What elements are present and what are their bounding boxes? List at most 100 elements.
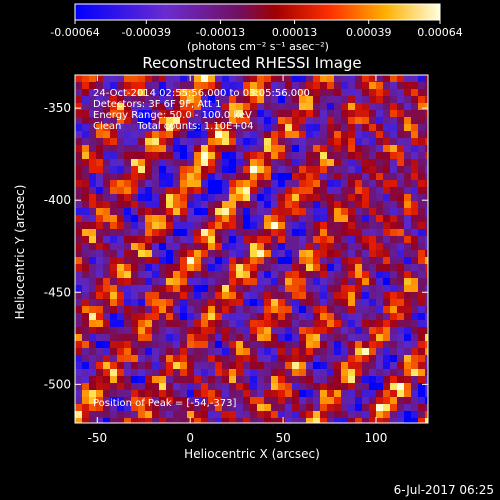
heatmap-cell <box>110 75 117 82</box>
heatmap-cell <box>96 110 103 117</box>
heatmap-cell <box>180 285 187 292</box>
heatmap-cell <box>425 418 428 423</box>
heatmap-cell <box>313 306 320 313</box>
heatmap-cell <box>152 96 159 103</box>
heatmap-cell <box>96 313 103 320</box>
heatmap-cell <box>145 264 152 271</box>
heatmap-cell <box>306 292 313 299</box>
heatmap-cell <box>236 278 243 285</box>
heatmap-cell <box>285 187 292 194</box>
heatmap-cell <box>166 173 173 180</box>
heatmap-cell <box>145 180 152 187</box>
heatmap-cell <box>306 145 313 152</box>
heatmap-cell <box>229 152 236 159</box>
heatmap-cell <box>75 103 82 110</box>
heatmap-cell <box>348 327 355 334</box>
heatmap-cell <box>124 82 131 89</box>
heatmap-cell <box>334 313 341 320</box>
heatmap-cell <box>110 103 117 110</box>
heatmap-cell <box>131 383 138 390</box>
heatmap-cell <box>236 285 243 292</box>
heatmap-cell <box>341 250 348 257</box>
heatmap-cell <box>229 369 236 376</box>
heatmap-cell <box>145 285 152 292</box>
heatmap-cell <box>285 313 292 320</box>
heatmap-cell <box>341 173 348 180</box>
heatmap-cell <box>201 383 208 390</box>
heatmap-cell <box>187 236 194 243</box>
heatmap-cell <box>159 131 166 138</box>
heatmap-cell <box>229 229 236 236</box>
heatmap-cell <box>124 229 131 236</box>
heatmap-cell <box>362 194 369 201</box>
heatmap-cell <box>425 313 428 320</box>
heatmap-cell <box>278 117 285 124</box>
heatmap-cell <box>334 292 341 299</box>
heatmap-cell <box>376 138 383 145</box>
heatmap-cell <box>369 138 376 145</box>
heatmap-cell <box>229 404 236 411</box>
heatmap-cell <box>313 327 320 334</box>
heatmap-cell <box>320 348 327 355</box>
heatmap-cell <box>187 243 194 250</box>
heatmap-cell <box>397 264 404 271</box>
heatmap-cell <box>299 264 306 271</box>
heatmap-cell <box>75 236 82 243</box>
heatmap-cell <box>222 411 229 418</box>
heatmap-cell <box>418 292 425 299</box>
heatmap-cell <box>271 271 278 278</box>
heatmap-cell <box>355 124 362 131</box>
heatmap-cell <box>215 243 222 250</box>
heatmap-cell <box>152 299 159 306</box>
heatmap-cell <box>341 222 348 229</box>
heatmap-cell <box>341 110 348 117</box>
heatmap-cell <box>383 348 390 355</box>
heatmap-cell <box>215 418 222 423</box>
heatmap-cell <box>222 404 229 411</box>
heatmap-cell <box>306 117 313 124</box>
heatmap-cell <box>313 152 320 159</box>
heatmap-cell <box>334 159 341 166</box>
heatmap-cell <box>250 229 257 236</box>
heatmap-cell <box>264 145 271 152</box>
heatmap-cell <box>194 411 201 418</box>
heatmap-cell <box>229 173 236 180</box>
heatmap-cell <box>180 341 187 348</box>
heatmap-cell <box>236 418 243 423</box>
heatmap-cell <box>341 320 348 327</box>
heatmap-cell <box>250 348 257 355</box>
heatmap-cell <box>180 264 187 271</box>
heatmap-cell <box>327 75 334 82</box>
heatmap-cell <box>117 397 124 404</box>
heatmap-cell <box>180 89 187 96</box>
heatmap-cell <box>411 187 418 194</box>
heatmap-cell <box>145 145 152 152</box>
heatmap-cell <box>362 362 369 369</box>
heatmap-cell <box>355 180 362 187</box>
heatmap-cell <box>327 257 334 264</box>
heatmap-cell <box>362 180 369 187</box>
heatmap-cell <box>166 278 173 285</box>
heatmap-cell <box>229 257 236 264</box>
heatmap-cell <box>166 250 173 257</box>
heatmap-cell <box>243 124 250 131</box>
heatmap-cell <box>334 152 341 159</box>
heatmap-cell <box>208 418 215 423</box>
heatmap-cell <box>243 201 250 208</box>
heatmap-cell <box>250 376 257 383</box>
heatmap-cell <box>187 313 194 320</box>
heatmap-cell <box>215 131 222 138</box>
heatmap-cell <box>285 138 292 145</box>
heatmap-cell <box>264 187 271 194</box>
heatmap-cell <box>404 376 411 383</box>
heatmap-cell <box>187 250 194 257</box>
heatmap-cell <box>138 82 145 89</box>
heatmap-cell <box>313 89 320 96</box>
heatmap-cell <box>159 376 166 383</box>
heatmap-cell <box>257 96 264 103</box>
heatmap-cell <box>390 348 397 355</box>
heatmap-cell <box>362 145 369 152</box>
heatmap-cell <box>404 404 411 411</box>
heatmap-cell <box>215 271 222 278</box>
heatmap-cell <box>404 138 411 145</box>
